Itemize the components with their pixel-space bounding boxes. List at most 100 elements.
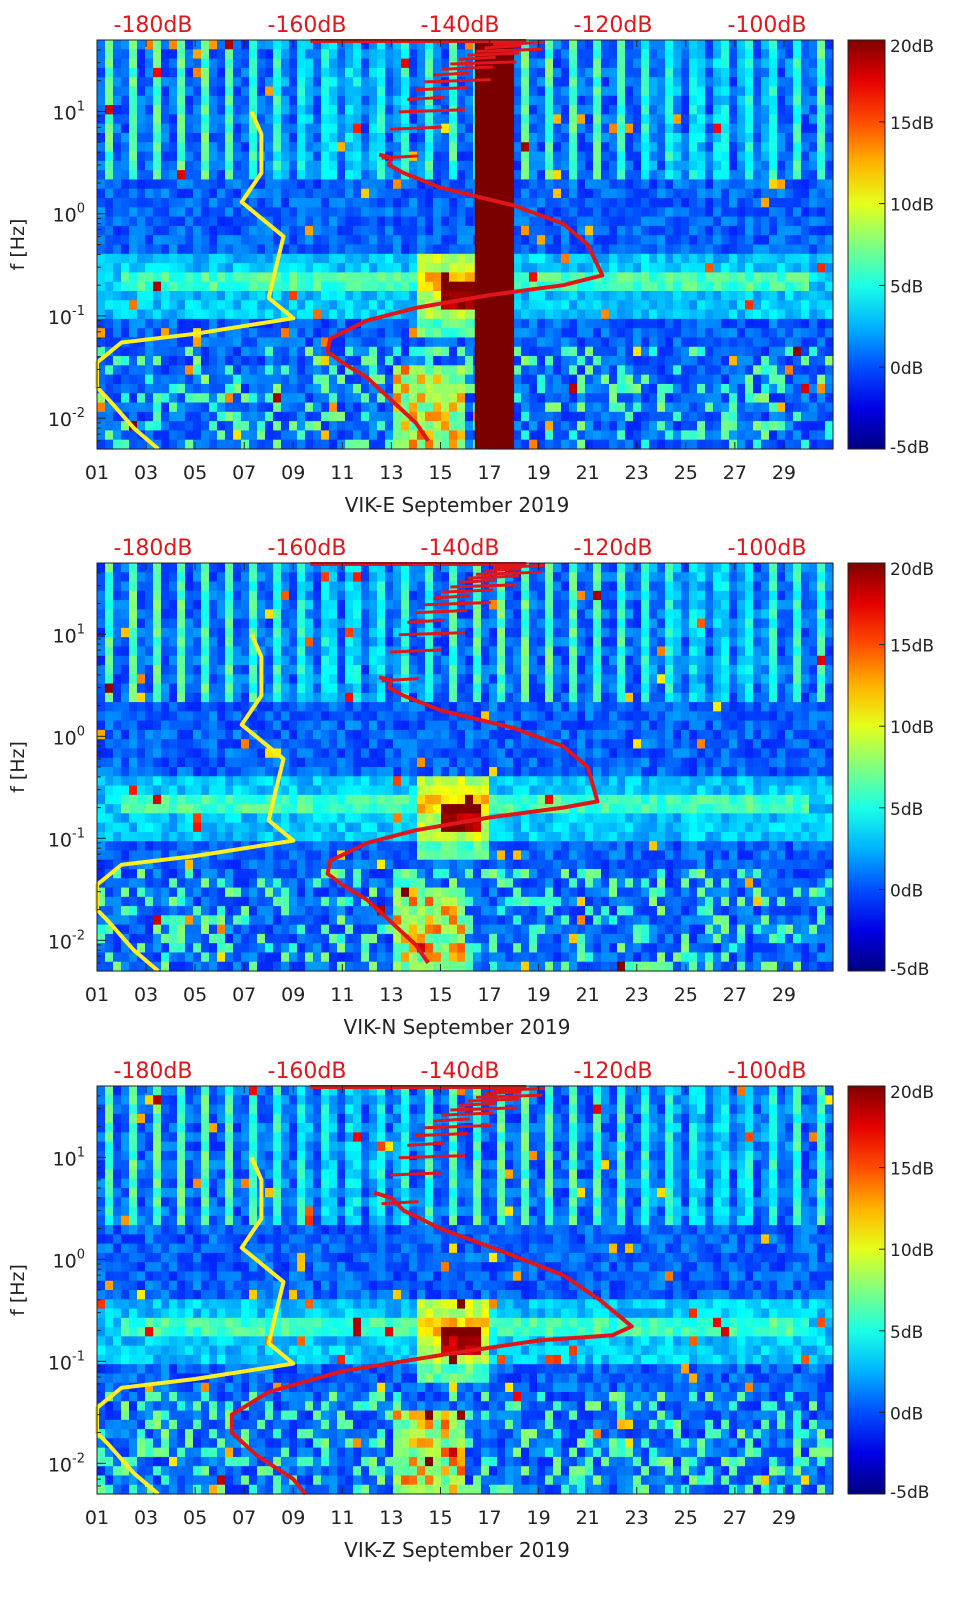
heatmap-cell (169, 58, 178, 69)
heatmap-cell (329, 374, 338, 385)
heatmap-cell (745, 244, 754, 255)
heatmap-cell (281, 95, 290, 106)
heatmap-cell (601, 123, 610, 134)
heatmap-cell (777, 179, 786, 190)
heatmap-cell (609, 188, 618, 199)
heatmap-cell (97, 253, 106, 264)
heatmap-cell (281, 281, 290, 292)
heatmap-cell (545, 188, 554, 199)
heatmap-cell (201, 618, 210, 629)
heatmap-cell (97, 170, 106, 181)
heatmap-cell (673, 114, 682, 125)
heatmap-cell (177, 365, 186, 376)
heatmap-cell (225, 627, 234, 638)
heatmap-cell (297, 142, 306, 153)
heatmap-cell (737, 328, 746, 339)
heatmap-cell (273, 365, 282, 376)
heatmap-cell (417, 383, 426, 394)
heatmap-cell (289, 393, 298, 404)
heatmap-cell (217, 95, 226, 106)
heatmap-cell (529, 188, 538, 199)
heatmap-cell (401, 132, 410, 143)
heatmap-cell (545, 216, 554, 227)
heatmap-cell (705, 86, 714, 97)
heatmap-cell (145, 402, 154, 413)
heatmap-cell (145, 590, 154, 601)
heatmap-cell (145, 924, 154, 935)
heatmap-cell (217, 665, 226, 675)
heatmap-cell (465, 198, 474, 208)
heatmap-cell (209, 961, 218, 972)
heatmap-cell (145, 850, 154, 861)
heatmap-cell (537, 374, 546, 385)
heatmap-cell (129, 748, 138, 759)
heatmap-cell (569, 114, 578, 125)
heatmap-cell (705, 114, 714, 125)
heatmap-cell (329, 40, 338, 50)
heatmap-cell (145, 132, 154, 143)
heatmap-cell (801, 188, 810, 199)
heatmap-cell (353, 393, 362, 404)
heatmap-cell (241, 40, 250, 50)
heatmap-cell (225, 272, 234, 283)
heatmap-cell (305, 49, 314, 60)
heatmap-cell (697, 142, 706, 153)
heatmap-cell (273, 179, 282, 190)
heatmap-cell (545, 40, 554, 50)
heatmap-cell (609, 383, 618, 394)
heatmap-cell (585, 207, 594, 218)
heatmap-cell (585, 383, 594, 394)
heatmap-cell (161, 563, 170, 573)
heatmap-cell (193, 572, 202, 583)
heatmap-cell (825, 86, 834, 97)
heatmap-cell (97, 198, 106, 208)
heatmap-cell (129, 160, 138, 171)
heatmap-cell (625, 393, 634, 404)
heatmap-cell (241, 609, 250, 620)
heatmap-cell (569, 402, 578, 413)
heatmap-cell (449, 318, 458, 329)
heatmap-cell (577, 253, 586, 264)
heatmap-cell (121, 943, 130, 954)
heatmap-cell (377, 235, 386, 246)
heatmap-cell (177, 40, 186, 50)
heatmap-cell (609, 170, 618, 181)
heatmap-cell (121, 365, 130, 376)
heatmap-cell (657, 77, 666, 88)
heatmap-cell (137, 618, 146, 629)
heatmap-cell (777, 105, 786, 115)
heatmap-cell (105, 729, 114, 740)
heatmap-cell (201, 67, 210, 78)
heatmap-cell (193, 207, 202, 218)
heatmap-cell (153, 151, 162, 162)
heatmap-cell (233, 244, 242, 255)
heatmap-cell (753, 411, 762, 422)
heatmap-cell (705, 365, 714, 376)
heatmap-cell (313, 105, 322, 115)
heatmap-cell (145, 253, 154, 264)
heatmap-cell (809, 365, 818, 376)
heatmap-cell (545, 365, 554, 376)
heatmap-cell (201, 430, 210, 441)
x-tick-label: 19 (527, 462, 551, 484)
heatmap-cell (745, 402, 754, 413)
heatmap-cell (145, 841, 154, 852)
heatmap-cell (609, 356, 618, 366)
heatmap-cell (729, 105, 738, 115)
heatmap-cell (601, 393, 610, 404)
heatmap-cell (337, 95, 346, 106)
heatmap-cell (769, 160, 778, 171)
heatmap-cell (225, 216, 234, 227)
heatmap-cell (393, 337, 402, 348)
heatmap-cell (265, 77, 274, 88)
heatmap-cell (145, 142, 154, 153)
heatmap-cell (137, 785, 146, 796)
heatmap-cell (593, 114, 602, 125)
heatmap-cell (353, 300, 362, 311)
heatmap-cell (185, 702, 194, 712)
heatmap-cell (713, 142, 722, 153)
heatmap-cell (121, 572, 130, 583)
heatmap-cell (745, 300, 754, 311)
heatmap-cell (593, 300, 602, 311)
heatmap-cell (801, 67, 810, 78)
